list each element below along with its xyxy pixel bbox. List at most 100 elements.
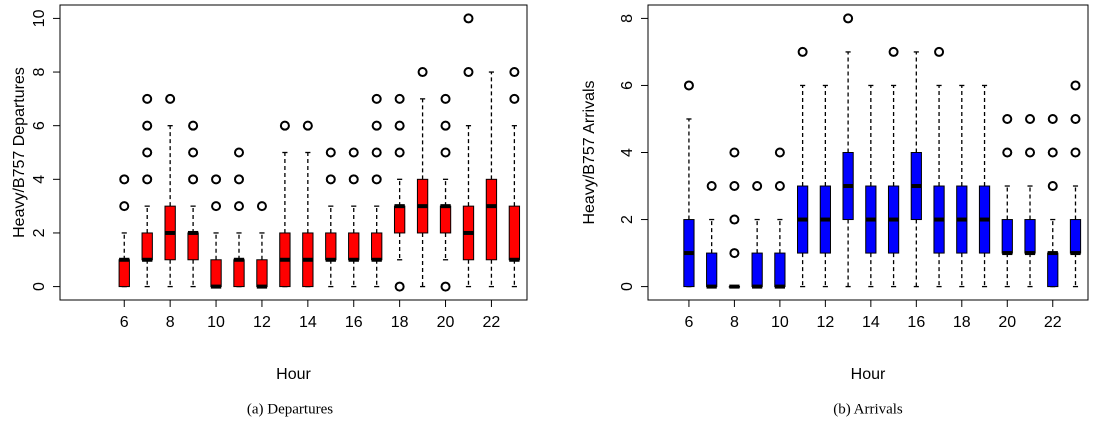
- box: [439, 205, 452, 234]
- outlier: [119, 174, 130, 185]
- outlier: [729, 214, 740, 225]
- x-tick-label: 20: [437, 314, 455, 331]
- outlier: [463, 13, 474, 24]
- outlier: [440, 281, 451, 292]
- outlier: [279, 120, 290, 131]
- box-group: [933, 46, 945, 288]
- outlier: [233, 201, 244, 212]
- outlier: [348, 147, 359, 158]
- box-group: [706, 181, 718, 289]
- outlier: [1047, 181, 1058, 192]
- box-group: [233, 147, 245, 288]
- y-tick-label: 8: [31, 67, 48, 76]
- box-group: [256, 201, 268, 289]
- box: [1069, 219, 1082, 254]
- box-group: [416, 67, 429, 288]
- outlier: [142, 93, 153, 104]
- x-tick-label: 8: [166, 314, 175, 331]
- box-group: [508, 67, 521, 288]
- box-group: [728, 147, 741, 289]
- y-tick-label: 4: [31, 175, 48, 184]
- box: [325, 232, 337, 261]
- box: [256, 259, 268, 288]
- y-tick-label: 10: [31, 9, 48, 27]
- box-group: [1024, 113, 1036, 288]
- y-tick-label: 6: [619, 81, 636, 90]
- box: [393, 205, 406, 234]
- x-tick-label: 6: [684, 314, 693, 331]
- box-group: [164, 93, 176, 288]
- box-group: [279, 120, 291, 288]
- outlier: [706, 181, 717, 192]
- box: [210, 259, 222, 288]
- box-group: [485, 71, 498, 288]
- outlier: [774, 181, 785, 192]
- box: [1001, 219, 1013, 254]
- outlier: [188, 120, 199, 131]
- outlier: [729, 147, 740, 158]
- panel: 0 2 4 6 8 10 6 8 10 12 14 16 18 20 22 Hour Heavy/B757 De…: [11, 4, 528, 417]
- outlier: [256, 201, 267, 212]
- x-tick-label: 14: [299, 314, 317, 331]
- box: [371, 232, 383, 261]
- outlier: [188, 147, 199, 158]
- y-tick-label: 8: [619, 14, 636, 23]
- x-tick-label: 14: [862, 314, 880, 331]
- y-tick-label: 6: [31, 121, 48, 130]
- outlier: [1025, 147, 1036, 158]
- outlier: [371, 174, 382, 185]
- x-tick-label: 10: [207, 314, 225, 331]
- box: [348, 232, 360, 261]
- box: [508, 205, 521, 261]
- box-group: [1001, 113, 1013, 288]
- box-group: [118, 174, 130, 288]
- box-group: [683, 80, 695, 288]
- box-group: [1069, 80, 1082, 288]
- outlier: [683, 80, 694, 91]
- box: [706, 252, 718, 288]
- box-group: [371, 93, 383, 288]
- box: [774, 252, 786, 288]
- outlier: [729, 248, 740, 259]
- outlier: [394, 93, 405, 104]
- outlier: [440, 147, 451, 158]
- x-tick-label: 22: [483, 314, 501, 331]
- box-group: [751, 181, 763, 289]
- y-axis-label: Heavy/B757 Departures: [11, 67, 28, 238]
- outlier: [509, 93, 520, 104]
- outlier: [1002, 147, 1013, 158]
- x-tick-label: 20: [998, 314, 1016, 331]
- box-group: [210, 174, 222, 289]
- outlier: [1070, 113, 1081, 124]
- box: [233, 259, 245, 288]
- outlier: [142, 147, 153, 158]
- box-group: [462, 13, 475, 288]
- outlier: [233, 174, 244, 185]
- outlier: [142, 120, 153, 131]
- y-tick-label: 2: [31, 228, 48, 237]
- box-group: [910, 51, 922, 288]
- panel: 0 2 4 6 8 6 8 10 12 14 16 18 20 22 Hour Heavy/B757 Arri…: [581, 4, 1089, 417]
- box-group: [774, 147, 786, 289]
- outlier: [463, 67, 474, 78]
- outlier: [752, 181, 763, 192]
- outlier: [233, 147, 244, 158]
- box-group: [302, 120, 314, 288]
- outlier: [1070, 80, 1081, 91]
- y-tick-label: 2: [619, 215, 636, 224]
- box: [187, 232, 199, 261]
- outlier: [165, 93, 176, 104]
- outlier: [371, 93, 382, 104]
- box: [1047, 252, 1059, 288]
- outlier: [394, 281, 405, 292]
- outlier: [1070, 147, 1081, 158]
- box-group: [797, 46, 809, 288]
- outlier: [1047, 113, 1058, 124]
- outlier: [888, 46, 899, 57]
- box-group: [187, 120, 199, 288]
- x-tick-label: 8: [730, 314, 739, 331]
- y-tick-label: 0: [619, 282, 636, 291]
- x-tick-label: 18: [391, 314, 409, 331]
- y-tick-label: 0: [31, 282, 48, 291]
- box-group: [393, 93, 406, 292]
